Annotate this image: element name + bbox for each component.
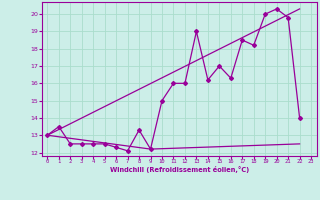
X-axis label: Windchill (Refroidissement éolien,°C): Windchill (Refroidissement éolien,°C) bbox=[109, 166, 249, 173]
